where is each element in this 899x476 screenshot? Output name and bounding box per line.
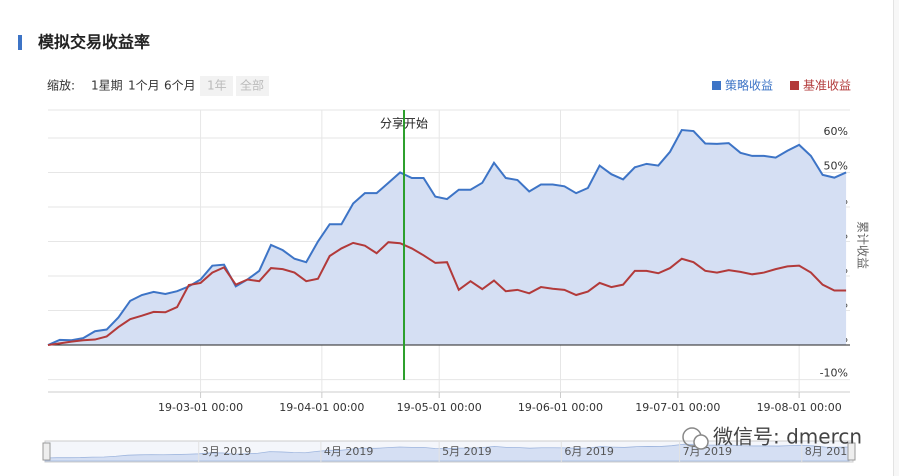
page-title: 模拟交易收益率	[38, 33, 150, 52]
zoom-button[interactable]: 1个月	[128, 79, 160, 93]
navigator-handle[interactable]	[847, 442, 856, 461]
watermark: 微信号: dmercn	[682, 425, 862, 450]
zoom-button[interactable]: 全部	[240, 78, 264, 93]
watermark-text: 微信号: dmercn	[713, 425, 862, 449]
button-bg	[236, 76, 269, 96]
navigator-tick-label: 8月 2019	[805, 445, 855, 458]
x-tick-label: 19-04-01 00:00	[279, 401, 364, 414]
x-tick-label: 19-06-01 00:00	[518, 401, 603, 414]
x-tick-label: 19-07-01 00:00	[635, 401, 720, 414]
legend-label[interactable]: 策略收益	[725, 78, 773, 93]
y-axis-title: 累计收益	[856, 221, 870, 269]
button-bg	[200, 76, 233, 96]
navigator-tick-label: 4月 2019	[324, 445, 374, 458]
navigator-handle[interactable]	[42, 442, 51, 461]
title-marker	[18, 35, 22, 50]
legend-label[interactable]: 基准收益	[803, 79, 851, 93]
series-line	[47, 128, 847, 346]
x-tick-label: 19-08-01 00:00	[757, 401, 842, 414]
plot-area: 19-03-01 00:00 19-04-01 00:00 19-05-01 00:…	[47, 109, 870, 414]
wechat-icon	[693, 434, 709, 450]
zoom-button[interactable]: 6个月	[164, 79, 196, 93]
series-line	[47, 241, 847, 347]
plot-line-label: 分享开始	[380, 116, 428, 131]
zoom-button[interactable]: 1年	[207, 79, 227, 93]
navigator-series: 3月 2019 4月 2019 5月 2019 6月 2019 7月 2019 8月 20…	[44, 441, 855, 462]
series-area	[48, 130, 847, 346]
navigator-tick-label: 5月 2019	[442, 445, 492, 458]
navigator-area	[44, 443, 850, 462]
y-tick-label: -10%	[820, 367, 848, 380]
navigator-tick-label: 6月 2019	[564, 445, 614, 458]
navigator-tick-label: 7月 2019	[683, 445, 733, 458]
y-tick-label: 60%	[824, 125, 848, 138]
y-tick-label: 50%	[824, 159, 848, 172]
x-tick-label: 19-05-01 00:00	[397, 401, 482, 414]
legend-swatch	[790, 81, 799, 90]
zoom-button[interactable]: 1星期	[91, 79, 123, 93]
zoom-label: 缩放:	[47, 78, 75, 93]
legend-swatch	[712, 81, 721, 90]
navigator-tick-label: 3月 2019	[202, 445, 252, 458]
x-tick-label: 19-03-01 00:00	[158, 401, 243, 414]
